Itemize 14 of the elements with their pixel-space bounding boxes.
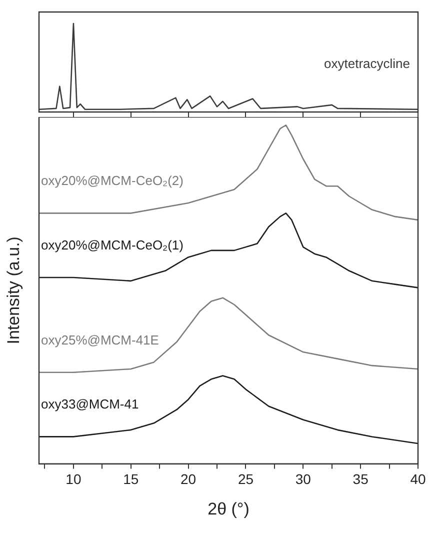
x-axis-title: 2θ (°) xyxy=(208,499,250,518)
series-label: oxy33@MCM-41 xyxy=(41,396,139,412)
x-tick-label: 30 xyxy=(295,471,312,488)
x-tick-label: 40 xyxy=(410,471,426,488)
series-label: oxy20%@MCM-CeO₂(1) xyxy=(41,238,184,253)
x-tick-label: 35 xyxy=(352,471,369,488)
x-tick-label: 15 xyxy=(123,471,139,488)
series-label: oxy25%@MCM-41E xyxy=(41,332,160,348)
x-tick-label: 25 xyxy=(238,471,254,488)
x-tick-label: 20 xyxy=(180,471,196,488)
text: oxytetracycline xyxy=(324,56,410,71)
series-label: oxy20%@MCM-CeO₂(2) xyxy=(41,173,184,188)
y-axis-title: Intensity (a.u.) xyxy=(4,236,23,344)
x-tick-label: 10 xyxy=(66,471,82,488)
